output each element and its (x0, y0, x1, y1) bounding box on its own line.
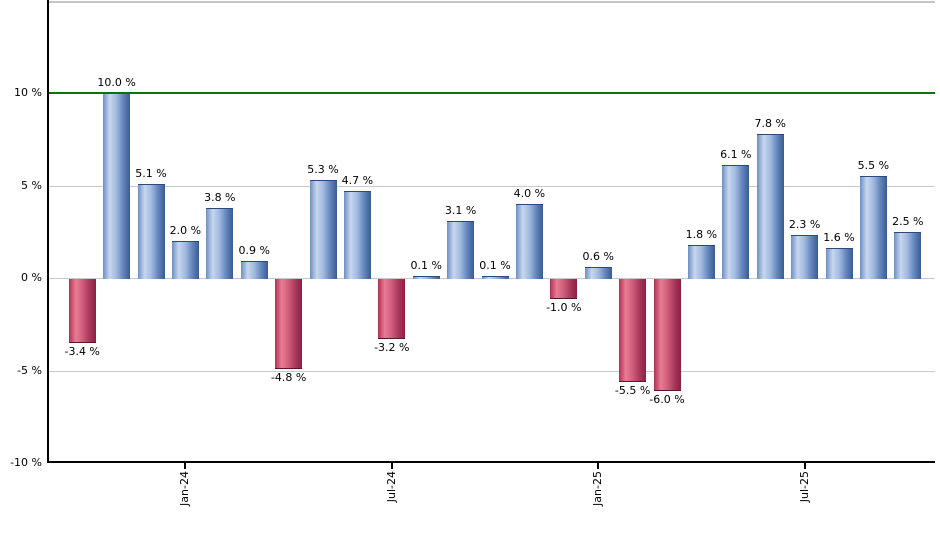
bar (859, 176, 887, 279)
bar (309, 180, 337, 279)
bar-value-label: 1.6 % (823, 231, 855, 244)
bar (206, 208, 234, 279)
bar-value-label: 5.1 % (135, 167, 167, 180)
y-tick-label: 10 % (14, 86, 42, 99)
bar (584, 267, 612, 279)
bar-value-label: -5.5 % (614, 384, 651, 397)
bar (103, 93, 131, 279)
bar-value-label: 10.0 % (97, 76, 136, 89)
x-tick (184, 463, 187, 469)
bar-value-label: 4.0 % (513, 187, 546, 200)
bar-value-label: -6.0 % (649, 393, 685, 406)
bar (722, 165, 750, 279)
y-tick-label: 5 % (21, 179, 42, 192)
bar-value-label: 0.1 % (479, 259, 511, 272)
bar (378, 279, 406, 339)
y-tick-label: -5 % (17, 364, 42, 377)
bar (240, 261, 268, 279)
bar-value-label: 0.9 % (238, 244, 270, 257)
bar (275, 279, 303, 369)
bar-value-label: -1.0 % (546, 301, 582, 314)
x-tick (803, 463, 806, 469)
y-axis-line (47, 0, 49, 463)
bar-value-label: 2.5 % (892, 215, 924, 228)
bar-value-label: 6.1 % (720, 148, 752, 161)
plot-area: -3.4 % 10.0 % 5.1 % 2.0 % 3.8 % 0.9 % -4.8 % 5.… (49, 2, 935, 463)
bar (447, 221, 475, 279)
x-tick (390, 463, 393, 469)
bar (137, 184, 165, 279)
x-axis: Jan-24 Jul-24 Jan-25 Jul-25 (49, 463, 935, 550)
bar (619, 279, 647, 382)
x-tick-label: Jul-24 (384, 471, 398, 503)
bar-value-label: 4.7 % (341, 174, 374, 187)
x-axis-line (49, 461, 935, 463)
bar (756, 134, 784, 279)
bar (68, 279, 96, 343)
plot-top-border (49, 1, 935, 3)
bar (687, 245, 715, 279)
bar (791, 235, 819, 279)
x-tick-label: Jan-25 (591, 471, 605, 506)
bar-value-label: 2.0 % (169, 224, 202, 237)
reference-line-10pct (49, 92, 935, 94)
y-gridline (49, 186, 935, 187)
bar-value-label: 3.1 % (444, 204, 477, 217)
bar (343, 191, 371, 279)
bar (550, 279, 578, 299)
bar (171, 241, 199, 279)
bar-value-label: 3.8 % (204, 191, 236, 204)
bar-value-label: -4.8 % (270, 371, 307, 384)
bar-value-label: 2.3 % (788, 218, 821, 231)
bar-value-label: -3.2 % (374, 341, 410, 354)
bar-value-label: 5.5 % (857, 159, 890, 172)
bar-value-label: 7.8 % (754, 117, 786, 130)
y-gridline (49, 371, 935, 372)
bar-value-label: 1.8 % (685, 228, 718, 241)
y-tick-label: -10 % (10, 456, 42, 469)
x-tick (597, 463, 600, 469)
bar (653, 279, 681, 391)
bar (894, 232, 922, 279)
bar (825, 248, 853, 279)
bar-value-label: 5.3 % (307, 163, 339, 176)
bar (515, 204, 543, 279)
x-tick-label: Jan-24 (178, 471, 192, 506)
bar-value-label: 0.6 % (582, 250, 614, 263)
y-axis: 10 % 5 % 0 % -5 % -10 % (0, 0, 45, 550)
bar (481, 276, 509, 279)
y-tick-label: 0 % (21, 271, 42, 284)
bar-value-label: 0.1 % (410, 259, 442, 272)
bar (412, 276, 440, 279)
bar-value-label: -3.4 % (64, 345, 100, 358)
x-tick-label: Jul-25 (797, 471, 811, 503)
